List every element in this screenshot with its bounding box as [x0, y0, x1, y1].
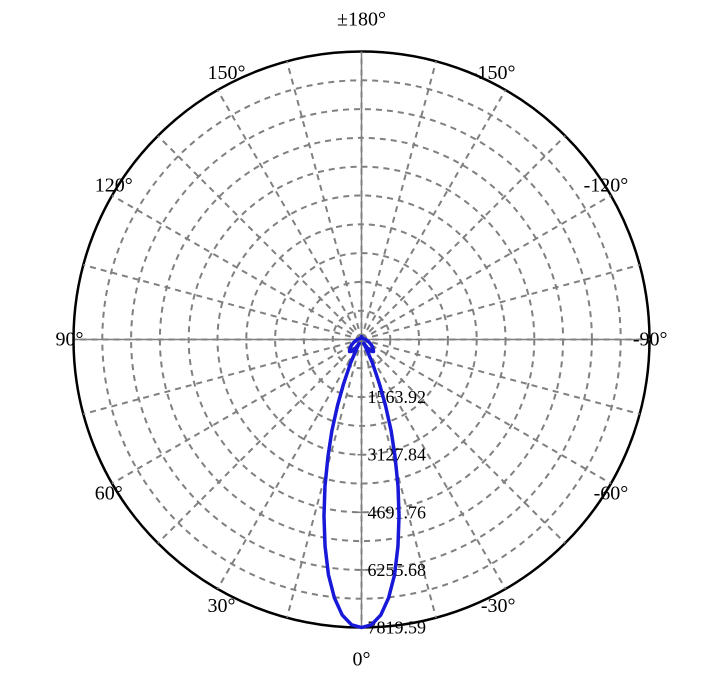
angle-tick-label: 120°	[95, 175, 133, 197]
angle-tick-label: -120°	[584, 175, 629, 197]
angle-tick-label: -90°	[633, 329, 668, 351]
angle-tick-label: -60°	[594, 483, 629, 505]
radial-tick-label: 4691.76	[368, 502, 427, 522]
angle-tick-label: 0°	[353, 649, 371, 671]
polar-chart-svg: 1563.923127.844691.766255.687819.590°30°…	[0, 0, 723, 679]
angle-tick-label: -150°	[471, 62, 516, 84]
angle-tick-label: 30°	[208, 595, 236, 617]
radial-tick-label: 1563.92	[368, 387, 427, 407]
polar-chart: 1563.923127.844691.766255.687819.590°30°…	[0, 0, 723, 679]
angle-tick-label: 150°	[208, 62, 246, 84]
angle-tick-label: -30°	[481, 595, 516, 617]
angle-tick-label: ±180°	[337, 9, 386, 31]
angle-tick-label: 60°	[95, 483, 123, 505]
angle-tick-label: 90°	[56, 329, 84, 351]
